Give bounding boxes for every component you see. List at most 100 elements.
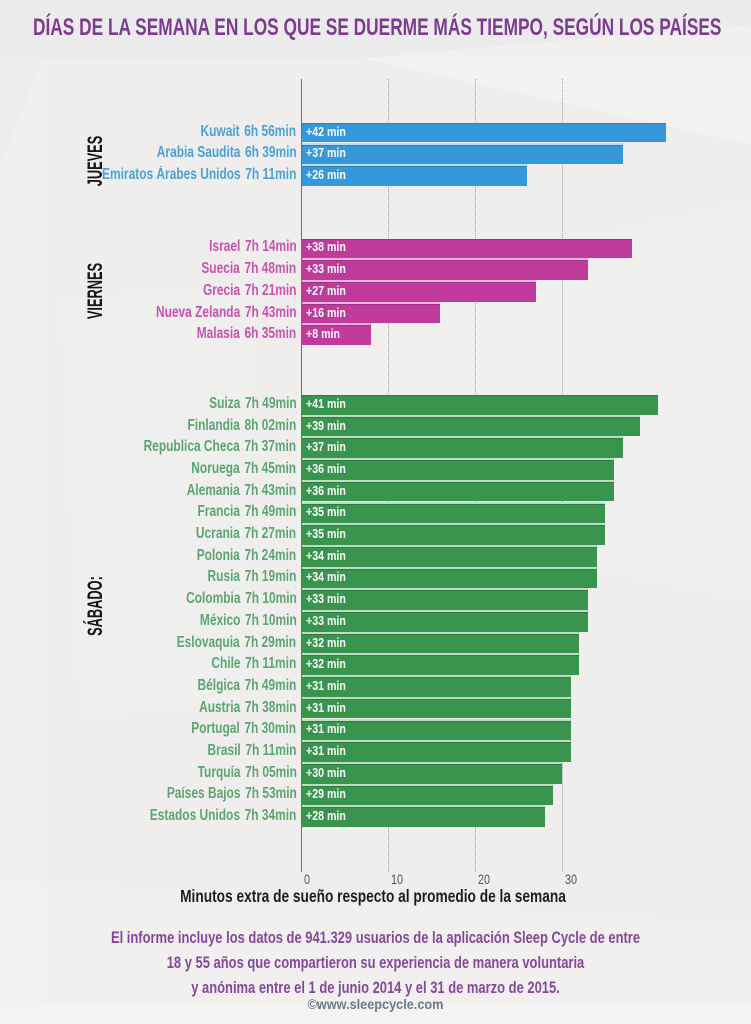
country-name: Estados Unidos [149,807,241,825]
footer-line-1: El informe incluye los datos de 941.329 … [110,928,641,947]
bar [302,612,589,632]
country-name: Portugal [191,720,241,738]
bar [302,282,536,302]
sleep-duration: 7h 34min [244,807,297,825]
sleep-duration: 7h 48min [244,260,297,278]
bar [302,546,597,567]
country-label: Suiza 7h 49min [209,395,297,413]
country-name: Francia [197,503,241,521]
bar [302,590,589,610]
country-name: Arabia Saudita [156,144,241,162]
bar-value-label: +33 min [305,262,346,277]
bar [302,481,615,502]
bar-value-label: +28 min [305,809,346,824]
country-label: Kuwait 6h 56min [201,123,296,141]
country-name: Emiratos Árabes Unidos [102,166,241,184]
bar-value-label: +31 min [305,700,346,715]
sleep-duration: 6h 56min [244,122,297,140]
bar [302,807,545,827]
country-name: Polonia [197,546,241,564]
country-name: Suecia [201,260,241,278]
sleep-duration: 6h 39min [244,144,297,162]
page-title: DÍAS DE LA SEMANA EN LOS QUE SE DUERME M… [33,14,722,41]
country-name: Suiza [208,394,241,412]
bar-value-label: +26 min [305,168,346,183]
bar-value-label: +36 min [305,483,346,498]
bar [302,677,571,697]
country-name: Kuwait [201,122,241,140]
sleep-duration: 7h 10min [244,590,297,608]
bar-value-label: +27 min [305,283,346,298]
bar-value-label: +34 min [305,548,346,563]
country-label: Colombia 7h 10min [186,590,297,608]
bar-value-label: +8 min [305,327,340,342]
sleep-duration: 7h 43min [244,481,297,499]
bar-value-label: +34 min [305,570,346,585]
country-label: Nueva Zelanda 7h 43min [156,304,297,322]
bar-value-label: +35 min [305,527,346,542]
bar [302,122,667,143]
bar [302,763,562,784]
x-tick-label-20: 20 [478,872,491,887]
country-label: Turquía 7h 05min [197,764,296,782]
bar-value-label: +16 min [305,305,346,320]
country-label: Alemania 7h 43min [187,482,296,500]
bar-value-label: +37 min [305,440,346,455]
country-label: Republica Checa 7h 37min [144,438,297,456]
group-label-2: SÁBADO: [84,576,107,636]
bar [302,503,606,524]
country-label: Noruega 7h 45min [192,460,297,478]
bar-value-label: +39 min [305,418,346,433]
bar-value-label: +29 min [305,787,346,802]
bar-value-label: +36 min [305,461,346,476]
sleep-duration: 7h 43min [244,303,297,321]
bar [302,742,571,762]
country-label: Países Bajos 7h 53min [166,785,296,803]
sleep-duration: 7h 29min [244,633,297,651]
country-name: Rusia [207,568,241,586]
bar [302,395,658,415]
country-name: Finlandia [187,416,241,434]
country-name: Países Bajos [166,785,241,803]
bar-value-label: +41 min [305,396,346,411]
sleep-duration: 7h 30min [244,720,297,738]
bar [302,655,580,676]
country-label: Polonia 7h 24min [197,547,296,565]
country-name: Chile [211,655,241,673]
bar [302,303,441,324]
country-name: Nueva Zelanda [155,303,241,321]
country-label: Francia 7h 49min [198,503,297,521]
bar-value-label: +32 min [305,635,346,650]
country-name: Ucrania [196,525,241,543]
country-label: Chile 7h 11min [212,655,297,673]
country-label: Israel 7h 14min [209,238,297,256]
country-name: Colombia [185,590,241,608]
bar-value-label: +38 min [305,240,346,255]
bar [302,568,597,589]
bar-value-label: +30 min [305,765,346,780]
country-label: Bélgica 7h 49min [198,677,297,695]
sleep-duration: 7h 24min [244,546,297,564]
country-name: Brasil [207,742,241,760]
bar [302,238,632,259]
bar [302,720,571,741]
bar [302,460,615,480]
country-label: Arabia Saudita 6h 39min [157,144,297,162]
country-label: Grecia 7h 21min [203,282,297,300]
sleep-duration: 7h 11min [245,655,297,673]
x-tick-label-10: 10 [391,872,404,887]
country-label: Eslovaquia 7h 29min [177,634,296,652]
sleep-duration: 7h 05min [244,763,297,781]
bar-value-label: +42 min [305,124,346,139]
country-label: Ucrania 7h 27min [196,525,296,543]
country-label: Rusia 7h 19min [208,568,297,586]
sleep-duration: 7h 49min [244,394,297,412]
country-label: México 7h 10min [200,612,297,630]
sleep-duration: 7h 37min [244,438,297,456]
bar-value-label: +37 min [305,146,346,161]
sleep-duration: 7h 49min [244,676,297,694]
sleep-duration: 7h 49min [244,503,297,521]
sleep-duration: 7h 11min [245,166,297,184]
bar-value-label: +31 min [305,678,346,693]
